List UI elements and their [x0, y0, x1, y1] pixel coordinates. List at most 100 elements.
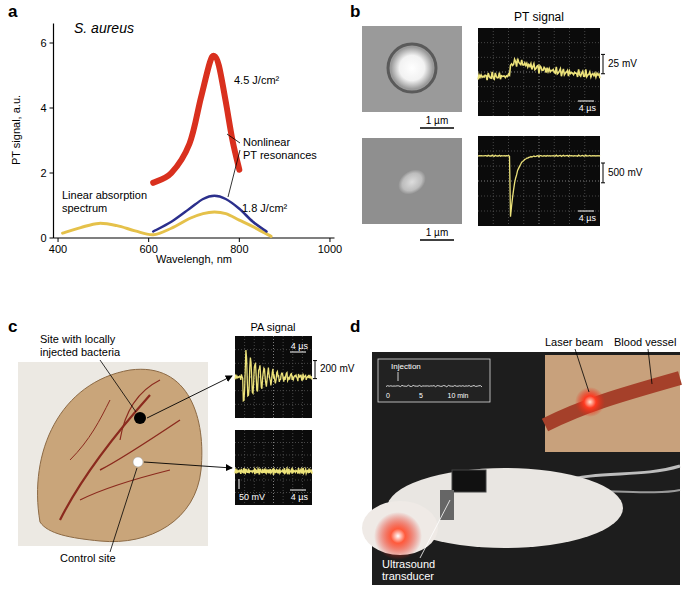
- pointer: [420, 500, 450, 558]
- pointer: [228, 150, 240, 197]
- pointer: [227, 134, 240, 143]
- laser-spot: [575, 387, 605, 417]
- pointer: [100, 360, 136, 412]
- scale-bracket: [601, 163, 605, 164]
- scope-grid: [235, 455, 312, 456]
- scope-grid: [478, 196, 600, 197]
- heading: PA signal: [250, 321, 295, 333]
- x-tick: [239, 238, 240, 242]
- scale-bar: [420, 127, 454, 129]
- y-tick: [50, 43, 54, 44]
- scale-bracket: [315, 361, 316, 379]
- ear-photo: [18, 362, 208, 546]
- micrograph-bg: [362, 138, 462, 224]
- x-tick: [58, 238, 59, 242]
- arrow: [144, 462, 232, 468]
- oscilloscope: 200 mV4 µs: [235, 336, 355, 418]
- amplitude-label: 25 mV: [608, 58, 637, 69]
- inset-frame: [378, 359, 490, 402]
- y-tick-label: 2: [40, 167, 46, 179]
- scope-grid: [235, 480, 312, 481]
- scope-grid: [235, 404, 312, 405]
- scale-bar: [420, 239, 454, 241]
- scale-bracket: [290, 490, 306, 491]
- scope-grid: [569, 136, 570, 226]
- scale-bar-label: 1 µm: [426, 227, 448, 238]
- x-tick-label: 1000: [318, 243, 342, 255]
- time-label: 4 µs: [291, 492, 309, 502]
- cell: [393, 164, 430, 199]
- x-tick: [148, 238, 149, 242]
- scope-grid: [478, 211, 600, 212]
- time-label: 4 µs: [579, 213, 597, 223]
- cell: [391, 47, 433, 89]
- label-line: Ultrasound: [382, 558, 435, 570]
- vessel-photo: [545, 355, 680, 452]
- scale-bracket: [601, 73, 605, 74]
- photo-bg: [18, 362, 208, 546]
- inset-trace: [386, 385, 482, 387]
- scale-bracket: [239, 479, 240, 489]
- injection-site: [134, 412, 146, 424]
- series-label: 4.5 J/cm²: [234, 74, 280, 86]
- chart: 40060080010000246Wavelengh, nmPT signal,…: [10, 20, 342, 265]
- panel-label: c: [8, 317, 17, 336]
- scale-bracket: [290, 352, 306, 353]
- inset-arrow: [398, 372, 399, 381]
- annotation: S. aureus: [74, 20, 134, 36]
- x-axis-label: Wavelengh, nm: [156, 253, 232, 265]
- scope-trace: [478, 59, 600, 81]
- vessel: [70, 400, 110, 460]
- inset-tick-label: 5: [419, 392, 423, 399]
- inset-label: Injection: [391, 362, 421, 371]
- series-line: [153, 56, 239, 183]
- vessel: [100, 420, 180, 470]
- scale-bracket: [603, 54, 604, 73]
- x-tick-label: 800: [230, 243, 248, 255]
- series-label: Linear absorptionspectrum: [62, 189, 147, 214]
- transducer: [452, 470, 486, 492]
- vessel-label: Blood vessel: [614, 336, 676, 348]
- scope-grid: [478, 42, 600, 43]
- scope-grid: [273, 430, 274, 505]
- micrograph-bg: [362, 26, 462, 112]
- scale-bracket: [601, 54, 605, 55]
- scope-trace: [478, 155, 600, 217]
- scale-bracket: [603, 163, 604, 183]
- amplitude-label: 50 mV: [239, 492, 265, 502]
- annotation: PT resonances: [243, 149, 317, 161]
- pointer: [575, 349, 589, 392]
- scope-screen: [235, 336, 312, 418]
- y-tick: [50, 108, 54, 109]
- amplitude-label: 500 mV: [608, 167, 643, 178]
- micrograph: 1 µm: [362, 26, 462, 128]
- y-tick-label: 4: [40, 102, 46, 114]
- scope-grid: [478, 86, 600, 87]
- scope-grid: [478, 181, 600, 182]
- y-tick: [50, 173, 54, 174]
- y-tick-label: 0: [40, 232, 46, 244]
- scope-grid: [478, 57, 600, 58]
- scope-screen: [235, 430, 312, 505]
- vessel: [80, 470, 170, 500]
- scale-bracket: [313, 378, 317, 379]
- scope-grid: [478, 151, 600, 152]
- time-label: 4 µs: [579, 103, 597, 113]
- scope-grid: [478, 166, 600, 167]
- scope-grid: [235, 390, 312, 391]
- scope-screen: [478, 28, 600, 116]
- annotation: Nonlinear: [243, 136, 290, 148]
- scale-bracket: [578, 211, 594, 212]
- scope-grid: [235, 442, 312, 443]
- y-tick-label: 6: [40, 37, 46, 49]
- y-tick: [50, 238, 54, 239]
- ear: [38, 369, 202, 541]
- y-axis-label: PT signal, a.u.: [10, 95, 22, 165]
- oscilloscope: 500 mV 4 µs: [478, 136, 643, 226]
- scope-screen: [478, 136, 600, 226]
- heading: PT signal: [514, 10, 564, 24]
- inset-tick-label: 10 min: [447, 392, 468, 399]
- micrograph: 1 µm: [362, 138, 462, 240]
- mouse-photo: [362, 352, 680, 585]
- site-label: Site with locally: [40, 333, 116, 345]
